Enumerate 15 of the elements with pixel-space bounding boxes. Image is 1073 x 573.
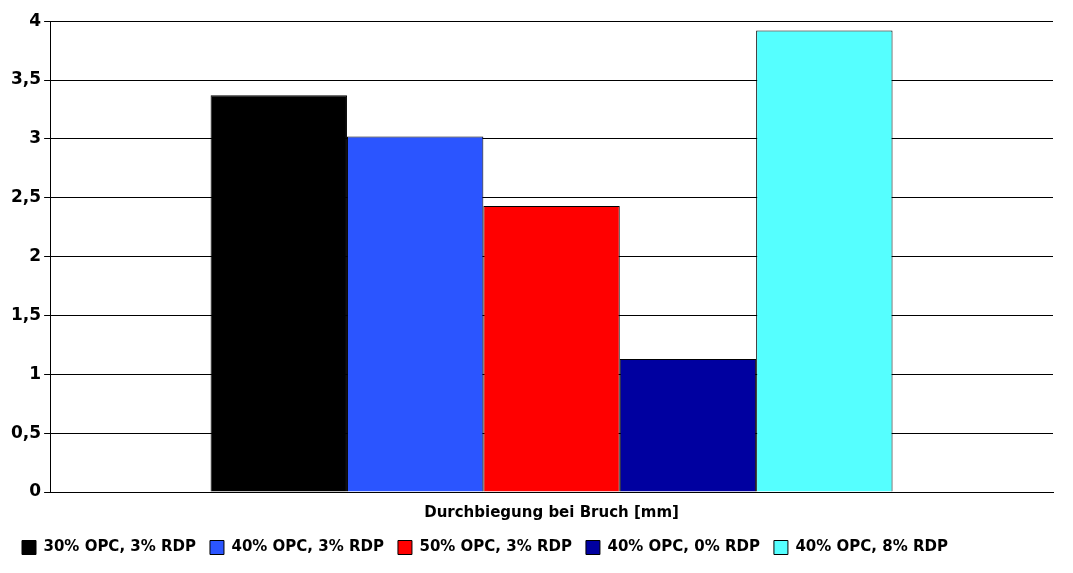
y-tick-label: 0,5 (10, 421, 42, 442)
y-tick-label: 1,5 (10, 303, 42, 324)
y-tick-label: 4 (29, 9, 42, 30)
legend-label: 40% OPC, 8% RDP (795, 537, 948, 556)
x-axis-title: Durchbiegung bei Bruch [mm] (424, 502, 679, 521)
legend-label: 40% OPC, 0% RDP (607, 537, 760, 556)
legend-label: 30% OPC, 3% RDP (43, 537, 196, 556)
y-tick-label: 1 (29, 362, 42, 383)
y-tick-label: 0 (29, 480, 42, 501)
legend-label: 40% OPC, 3% RDP (231, 537, 384, 556)
y-tick-label: 3,5 (10, 68, 42, 89)
y-tick-label: 3 (29, 127, 42, 148)
legend-label: 50% OPC, 3% RDP (419, 537, 572, 556)
y-tick-label: 2 (29, 245, 42, 266)
y-tick-label: 2,5 (10, 186, 42, 207)
